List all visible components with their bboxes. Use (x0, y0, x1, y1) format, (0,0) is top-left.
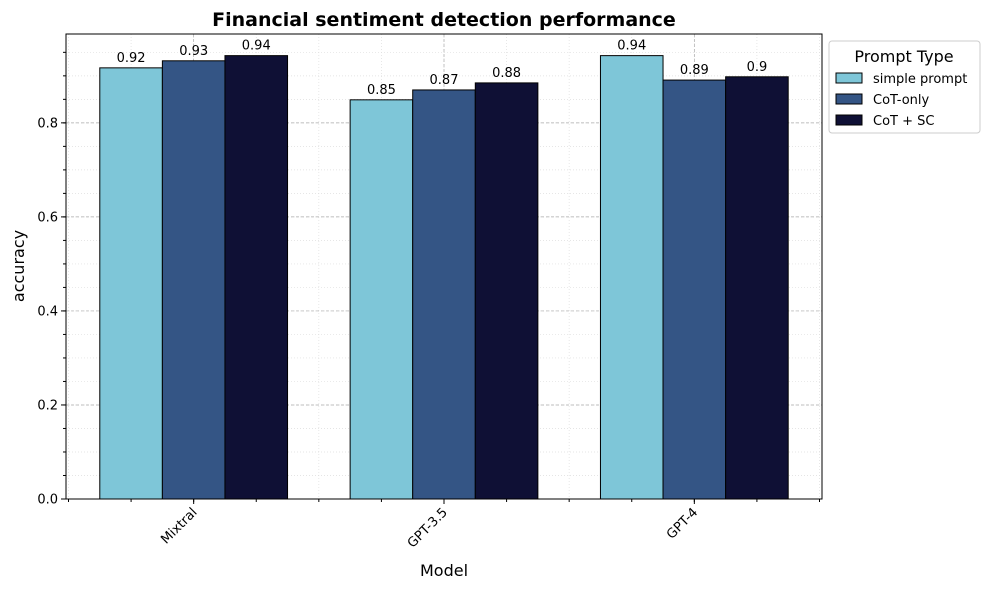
y-tick-label: 0.6 (37, 210, 58, 225)
x-axis-label: Model (420, 561, 468, 580)
bar-GPT-4-simple prompt (599, 55, 664, 500)
y-tick-label: 0.0 (37, 493, 58, 508)
data-label: 0.85 (367, 83, 396, 98)
x-tick-label: GPT-3.5 (405, 505, 451, 551)
legend-box (828, 40, 981, 134)
legend-title: Prompt Type (854, 47, 953, 66)
legend-label: CoT-only (873, 93, 930, 108)
y-axis-label: accuracy (9, 230, 28, 302)
bar-Mixtral-CoT + SC (224, 55, 289, 500)
data-label: 0.88 (492, 66, 521, 81)
bar-GPT-4-CoT-only (662, 79, 727, 500)
legend-swatch (835, 72, 863, 84)
data-label: 0.9 (747, 60, 768, 75)
data-label: 0.94 (617, 39, 646, 54)
legend-label: simple prompt (873, 72, 967, 87)
chart-title: Financial sentiment detection performanc… (212, 9, 676, 31)
data-label: 0.92 (117, 51, 146, 66)
y-tick-label: 0.8 (37, 116, 58, 131)
bar-Mixtral-simple prompt (99, 67, 163, 500)
x-tick-label: Mixtral (158, 505, 200, 547)
bar-GPT-4-CoT + SC (725, 76, 789, 500)
legend-swatch (835, 93, 863, 105)
legend: Prompt Type simple prompt CoT-only CoT + SC (828, 40, 981, 134)
bar-GPT-3.5-CoT + SC (474, 82, 539, 500)
data-label: 0.94 (242, 39, 271, 54)
data-label: 0.87 (430, 73, 459, 88)
legend-swatch (835, 114, 863, 126)
bar-GPT-3.5-simple prompt (349, 99, 414, 500)
x-tick-label: GPT-4 (664, 505, 701, 542)
bar-GPT-3.5-CoT-only (412, 89, 476, 500)
legend-label: CoT + SC (873, 114, 934, 129)
data-label: 0.93 (179, 44, 208, 59)
bar-Mixtral-CoT-only (161, 60, 226, 500)
data-label: 0.89 (680, 63, 709, 78)
y-tick-label: 0.2 (37, 398, 58, 413)
y-tick-label: 0.4 (37, 304, 58, 319)
